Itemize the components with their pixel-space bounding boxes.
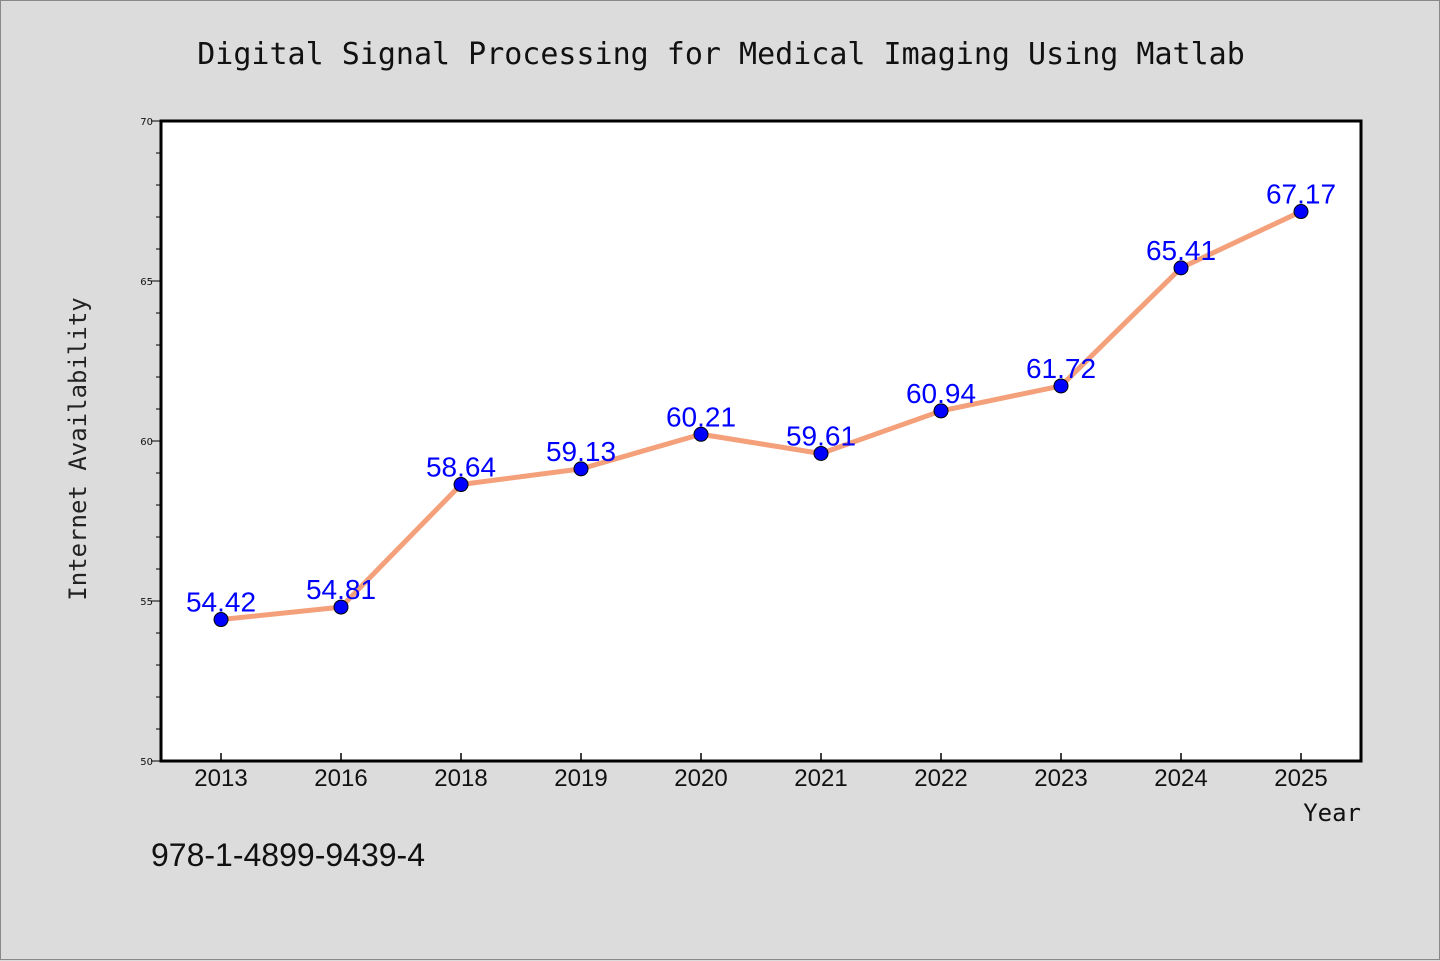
chart-title: Digital Signal Processing for Medical Im… [197, 37, 1245, 72]
data-point [1053, 378, 1069, 394]
data-point [813, 445, 829, 461]
x-tick-label: 2013 [194, 765, 247, 792]
data-label: 67.17 [1266, 179, 1336, 210]
plot-area [159, 119, 1363, 763]
x-axis-ticks: 2013 2016 2018 2019 2020 2021 2022 2023 2024 2025 [194, 753, 1328, 792]
data-label: 61.72 [1026, 353, 1096, 384]
data-label: 65.41 [1146, 235, 1216, 266]
x-tick-label: 2023 [1034, 765, 1087, 792]
data-label: 54.81 [306, 574, 376, 605]
x-tick-label: 2021 [794, 765, 847, 792]
x-tick-label: 2025 [1274, 765, 1327, 792]
x-tick-label: 2018 [434, 765, 487, 792]
data-point [453, 477, 469, 493]
x-tick-label: 2022 [914, 765, 967, 792]
data-label: 54.42 [186, 587, 256, 618]
x-axis-label: Year [1303, 799, 1361, 827]
data-point [1293, 204, 1309, 220]
y-axis-label: Internet Availability [64, 297, 92, 600]
y-tick-label: 50 [140, 757, 153, 768]
series-line [218, 209, 1304, 623]
data-point [573, 461, 589, 477]
isbn-text: 978-1-4899-9439-4 [151, 837, 425, 873]
data-label: 60.94 [906, 378, 976, 409]
data-point [933, 403, 949, 419]
y-minor-ticks [156, 152, 161, 730]
data-point [1173, 260, 1189, 276]
y-tick-label: 65 [140, 277, 153, 288]
data-point [693, 426, 709, 442]
data-labels: 54.42 54.81 58.64 59.13 60.21 59.61 60.94 61.72… [186, 179, 1336, 618]
y-tick-label: 60 [140, 437, 153, 448]
x-tick-label: 2020 [674, 765, 727, 792]
data-label: 60.21 [666, 401, 736, 432]
data-label: 58.64 [426, 452, 496, 483]
y-tick-label: 55 [140, 597, 153, 608]
y-tick-label: 70 [140, 117, 153, 128]
x-tick-label: 2019 [554, 765, 607, 792]
x-tick-label: 2024 [1154, 765, 1207, 792]
data-label: 59.13 [546, 436, 616, 467]
data-point [213, 612, 229, 628]
x-tick-label: 2016 [314, 765, 367, 792]
y-axis-ticks: 50 55 60 65 70 [140, 117, 161, 768]
data-markers [213, 204, 1309, 628]
data-label: 59.61 [786, 420, 856, 451]
data-point [333, 599, 349, 615]
